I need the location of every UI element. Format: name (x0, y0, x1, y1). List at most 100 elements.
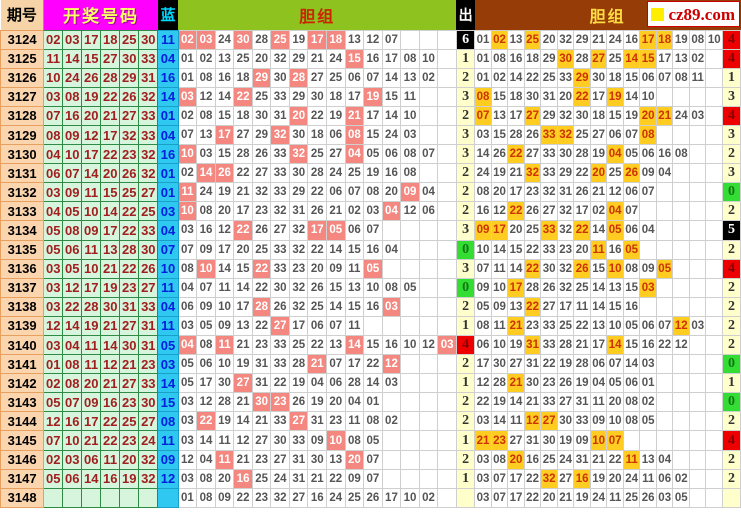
danzu-right-empty (705, 239, 723, 260)
danzu-left-cell: 25 (307, 296, 328, 317)
danzu-left-cell: 07 (418, 144, 439, 165)
danzu-left-cell: 17 (233, 201, 253, 222)
danzu-right-cell: 20 (540, 487, 558, 508)
danzu-left-cell: 08 (381, 277, 402, 298)
danzu-left-empty (437, 315, 457, 337)
danzu-left-cell: 07 (326, 315, 346, 337)
danzu-right-empty (672, 220, 690, 241)
red-ball: 22 (62, 296, 83, 317)
danzu-left-cell: 03 (400, 124, 420, 146)
danzu-left-cell: 14 (214, 258, 235, 279)
danzu-right-cell: 06 (589, 354, 608, 375)
danzu-left-cell: 12 (214, 220, 235, 241)
danzu-right-cell: 07 (490, 487, 509, 508)
red-ball-empty (43, 487, 64, 508)
header-chu-left: 出 (456, 0, 475, 30)
issue-number: 3131 (0, 163, 45, 184)
danzu-right-empty (672, 392, 690, 413)
table-row: 3124 02 03 17 18 25 30 11 02 03 24 30 28 25 19 17 18 13 12… (0, 29, 741, 50)
danzu-left-cell: 13 (326, 449, 346, 470)
red-ball: 20 (81, 105, 102, 126)
danzu-left-cell: 08 (363, 411, 383, 432)
danzu-right-cell: 12 (672, 315, 690, 337)
blue-ball: 11 (157, 29, 179, 50)
table-row: 3148 01 08 09 22 23 32 27 16 24 25 26 17 10 02 03 07 17 22… (0, 487, 741, 508)
danzu-right-cell: 19 (672, 29, 690, 50)
table-row: 3130 04 10 17 22 23 32 16 10 03 15 28 26 33 32 25 27 04 05… (0, 144, 741, 165)
danzu-right-cell: 11 (606, 487, 624, 508)
danzu-right-cell: 22 (655, 334, 674, 356)
danzu-left-empty (418, 86, 439, 107)
red-ball: 26 (119, 86, 140, 107)
danzu-right-cell: 27 (523, 105, 542, 126)
red-ball: 10 (81, 258, 102, 279)
danzu-right-empty (672, 296, 690, 317)
danzu-left-cell: 09 (400, 182, 420, 203)
danzu-right-cell: 16 (622, 29, 641, 50)
chu-count-right: 2 (722, 411, 741, 432)
danzu-left-cell: 22 (326, 468, 346, 489)
danzu-right-cell: 21 (474, 430, 492, 451)
red-ball: 23 (119, 392, 140, 413)
red-ball: 08 (62, 86, 83, 107)
red-ball: 03 (43, 182, 64, 203)
danzu-left-cell: 13 (214, 48, 235, 69)
danzu-right-cell: 17 (573, 201, 591, 222)
blue-ball: 15 (157, 392, 179, 413)
chu-count-left: 2 (455, 182, 476, 203)
danzu-left-cell: 20 (214, 201, 235, 222)
danzu-left-cell: 06 (344, 220, 365, 241)
danzu-right-cell: 15 (507, 239, 525, 260)
issue-number: 3126 (0, 67, 45, 88)
danzu-left-cell: 25 (270, 29, 290, 50)
danzu-left-cell: 21 (233, 334, 253, 356)
danzu-left-cell: 30 (233, 29, 253, 50)
danzu-left-cell: 15 (214, 144, 235, 165)
danzu-left-cell: 08 (363, 182, 383, 203)
danzu-left-cell: 02 (177, 163, 198, 184)
danzu-right-cell: 14 (622, 354, 641, 375)
red-ball: 21 (100, 373, 121, 394)
danzu-left-cell: 26 (270, 296, 290, 317)
blue-ball: 03 (157, 354, 179, 375)
red-ball: 32 (138, 449, 159, 470)
red-ball: 19 (100, 277, 121, 298)
danzu-left-empty (418, 105, 439, 126)
danzu-right-empty (655, 201, 674, 222)
danzu-right-cell: 18 (606, 67, 624, 88)
red-ball: 32 (138, 144, 159, 165)
table-row: 3142 02 08 20 21 27 33 14 05 17 30 27 31 22 19 04 06 28 14… (0, 373, 741, 394)
site-logo[interactable]: cz89.com (647, 1, 740, 27)
danzu-left-cell: 09 (344, 468, 365, 489)
red-ball: 27 (100, 48, 121, 69)
danzu-right-cell: 01 (639, 373, 657, 394)
danzu-right-cell: 22 (474, 392, 492, 413)
danzu-left-cell: 03 (177, 315, 198, 337)
red-ball: 07 (62, 163, 83, 184)
danzu-right-empty (688, 468, 707, 489)
danzu-left-cell: 09 (214, 315, 235, 337)
danzu-left-cell: 25 (251, 86, 272, 107)
chu-count-right: 4 (722, 29, 741, 50)
red-ball: 06 (81, 449, 102, 470)
red-ball: 17 (100, 124, 121, 146)
danzu-left-cell: 07 (196, 277, 216, 298)
blue-ball: 14 (157, 373, 179, 394)
danzu-right-cell: 03 (688, 105, 707, 126)
red-ball: 12 (62, 277, 83, 298)
danzu-left-cell: 16 (381, 163, 402, 184)
red-ball: 16 (100, 392, 121, 413)
blue-ball: 14 (157, 86, 179, 107)
danzu-left-cell: 32 (251, 182, 272, 203)
danzu-left-cell: 07 (363, 449, 383, 470)
danzu-left-cell: 01 (177, 487, 198, 508)
danzu-left-cell: 02 (177, 29, 198, 50)
danzu-right-cell: 21 (589, 182, 608, 203)
danzu-right-cell: 24 (556, 449, 575, 470)
red-ball: 33 (138, 373, 159, 394)
danzu-left-cell: 14 (214, 86, 235, 107)
blue-ball: 04 (157, 296, 179, 317)
danzu-right-cell: 06 (639, 144, 657, 165)
danzu-left-cell: 21 (307, 468, 328, 489)
danzu-right-cell: 06 (606, 124, 624, 146)
